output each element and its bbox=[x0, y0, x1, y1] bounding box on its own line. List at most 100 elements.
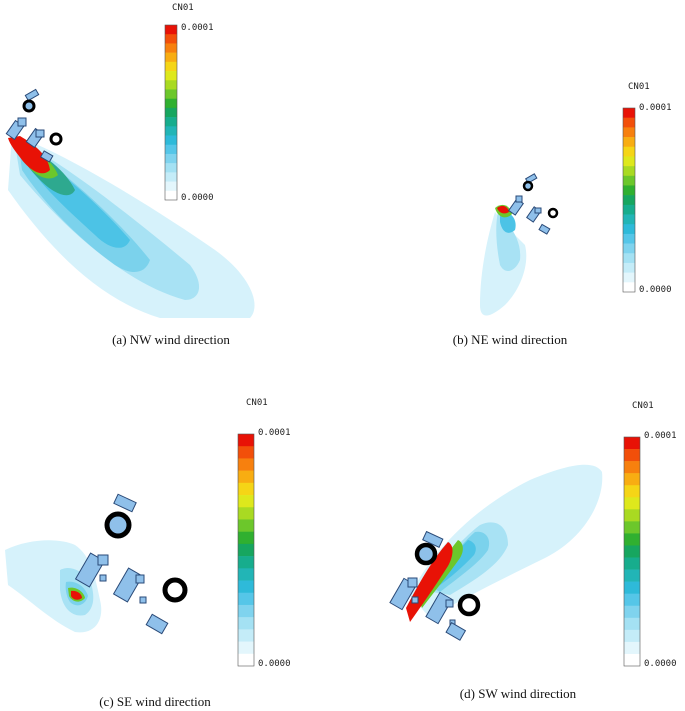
colorbar-swatch bbox=[165, 172, 177, 182]
colorbar-max-label: 0.0001 bbox=[639, 103, 672, 113]
colorbar-swatch bbox=[624, 605, 640, 619]
colorbar-max-label: 0.0001 bbox=[181, 23, 214, 33]
tank-ring bbox=[457, 593, 481, 617]
contour-plot-c bbox=[5, 433, 255, 667]
colorbar-swatch bbox=[165, 98, 177, 109]
colorbar-swatch bbox=[623, 204, 635, 215]
buildings-c bbox=[74, 493, 169, 635]
colorbar-min-label: 0.0000 bbox=[639, 285, 672, 295]
panel-d: CN01 0.0001 0.0000 (d) SW wind direction bbox=[340, 360, 685, 711]
colorbar-swatch bbox=[165, 25, 177, 35]
colorbar-swatch bbox=[238, 507, 254, 520]
buildings-a bbox=[5, 88, 54, 163]
colorbar-swatch bbox=[165, 153, 177, 164]
contour-plot-a bbox=[5, 24, 255, 318]
colorbar-swatch bbox=[624, 521, 640, 534]
tank-ring bbox=[104, 511, 132, 539]
colorbar-swatch bbox=[238, 629, 254, 642]
colorbar-min-label: 0.0000 bbox=[181, 193, 214, 203]
colorbar-swatch bbox=[238, 604, 254, 618]
panel-caption: (d) SW wind direction bbox=[459, 686, 577, 701]
panel-c: CN01 0.0001 0.0000 (c) SE wind direction bbox=[0, 360, 340, 711]
panel-caption: (a) NW wind direction bbox=[112, 332, 230, 347]
colorbar-swatch bbox=[165, 80, 177, 90]
plume-core bbox=[71, 590, 82, 600]
colorbar-swatch bbox=[238, 556, 254, 569]
colorbar-swatch bbox=[165, 117, 177, 127]
colorbar-swatch bbox=[165, 52, 177, 63]
colorbar-min-label: 0.0000 bbox=[644, 659, 677, 669]
colorbar-title: CN01 bbox=[632, 401, 654, 411]
colorbar-swatch bbox=[238, 568, 254, 581]
colorbar-swatch bbox=[623, 253, 635, 264]
colorbar-title: CN01 bbox=[246, 398, 268, 408]
colorbar-swatch bbox=[624, 569, 640, 582]
tank-ring bbox=[49, 132, 63, 146]
colorbar-swatch bbox=[165, 71, 177, 81]
colorbar-swatch bbox=[624, 617, 640, 631]
colorbar-swatch bbox=[238, 592, 254, 606]
colorbar-swatch bbox=[624, 593, 640, 607]
tank-ring bbox=[22, 99, 36, 113]
colorbar-swatch bbox=[624, 461, 640, 474]
colorbar-swatch bbox=[624, 545, 640, 558]
colorbar-swatch bbox=[238, 580, 254, 594]
colorbar-title: CN01 bbox=[628, 82, 650, 92]
colorbar-swatch bbox=[623, 175, 635, 186]
colorbar-swatch bbox=[238, 543, 254, 557]
colorbar-swatch bbox=[623, 137, 635, 148]
colorbar-swatch bbox=[623, 108, 635, 118]
colorbar-swatch bbox=[165, 144, 177, 155]
colorbar-max-label: 0.0001 bbox=[644, 431, 677, 441]
colorbar-swatch bbox=[238, 617, 254, 630]
colorbar-swatch bbox=[165, 135, 177, 146]
colorbar-title: CN01 bbox=[172, 3, 194, 13]
colorbar-swatch bbox=[623, 282, 635, 293]
colorbar-swatch bbox=[624, 449, 640, 462]
colorbar-max-label: 0.0001 bbox=[258, 428, 291, 438]
colorbar-swatch bbox=[623, 185, 635, 196]
colorbar-swatch bbox=[624, 497, 640, 510]
colorbar-swatch bbox=[238, 458, 254, 471]
colorbar-swatch bbox=[165, 61, 177, 72]
colorbar-swatch bbox=[165, 43, 177, 53]
colorbar-swatch bbox=[624, 557, 640, 570]
colorbar-swatch bbox=[624, 473, 640, 486]
colorbar-swatch bbox=[165, 190, 177, 201]
colorbar-swatch bbox=[624, 437, 640, 450]
colorbar-swatch bbox=[238, 482, 254, 496]
panel-caption: (b) NE wind direction bbox=[452, 332, 568, 347]
contour-plot-b bbox=[480, 107, 636, 316]
colorbar-swatch bbox=[238, 446, 254, 459]
colorbar-swatch bbox=[623, 166, 635, 177]
colorbar-border bbox=[623, 436, 641, 667]
colorbar-swatch bbox=[623, 117, 635, 128]
colorbar bbox=[623, 436, 641, 667]
plume-core bbox=[8, 136, 50, 174]
colorbar bbox=[164, 24, 178, 201]
colorbar-swatch bbox=[238, 531, 254, 545]
colorbar-swatch bbox=[623, 127, 635, 138]
colorbar-swatch bbox=[623, 243, 635, 254]
colorbar-swatch bbox=[624, 629, 640, 643]
colorbar-swatch bbox=[238, 653, 254, 667]
colorbar-swatch bbox=[238, 519, 254, 532]
colorbar-border bbox=[622, 107, 636, 293]
colorbar-swatch bbox=[165, 126, 177, 136]
colorbar-swatch bbox=[165, 89, 177, 99]
colorbar-swatch bbox=[623, 233, 635, 244]
tank-ring bbox=[522, 180, 534, 192]
colorbar-swatch bbox=[624, 653, 640, 667]
colorbar-swatch bbox=[623, 214, 635, 225]
colorbar-swatch bbox=[623, 224, 635, 235]
panel-caption: (c) SE wind direction bbox=[99, 694, 211, 709]
panel-a: CN01 0.0001 0.0000 (a) NW wind direction bbox=[0, 0, 340, 360]
colorbar-swatch bbox=[238, 434, 254, 447]
colorbar-swatch bbox=[624, 485, 640, 498]
buildings-b bbox=[508, 173, 551, 235]
colorbar-swatch bbox=[623, 146, 635, 157]
colorbar-swatch bbox=[165, 163, 177, 173]
colorbar-border bbox=[237, 433, 255, 667]
colorbar bbox=[622, 107, 636, 293]
tank-ring bbox=[547, 207, 559, 219]
